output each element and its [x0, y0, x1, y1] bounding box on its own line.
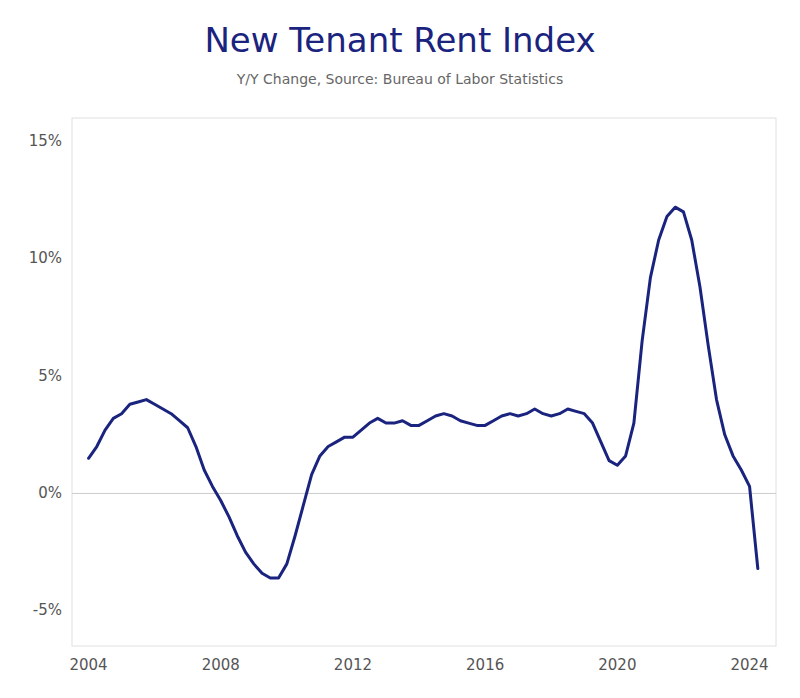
background	[0, 0, 800, 698]
zero-line	[72, 493, 776, 494]
line	[89, 207, 758, 578]
x-tick-label: 2012	[334, 656, 372, 674]
x-tick-label: 2020	[598, 656, 636, 674]
x-tick-label: 2008	[202, 656, 240, 674]
chart: New Tenant Rent Index Y/Y Change, Source:…	[0, 0, 800, 698]
y-tick-label: 10%	[29, 249, 62, 267]
y-tick-label: 15%	[29, 132, 62, 150]
plot-area	[89, 207, 758, 578]
y-tick-label: -5%	[33, 601, 62, 619]
y-tick-label: 5%	[38, 367, 62, 385]
x-tick-label: 2016	[466, 656, 504, 674]
title: New Tenant Rent Index	[204, 20, 595, 60]
y-tick-label: 0%	[38, 484, 62, 502]
subtitle: Y/Y Change, Source: Bureau of Labor Stat…	[236, 71, 563, 87]
x-axis: 2004 2008 2012 2016 2020 2024	[69, 656, 768, 674]
plot-frame	[72, 118, 776, 646]
x-tick-label: 2004	[69, 656, 107, 674]
y-axis: -5% 0% 5% 10% 15%	[29, 132, 776, 619]
x-tick-label: 2024	[730, 656, 768, 674]
